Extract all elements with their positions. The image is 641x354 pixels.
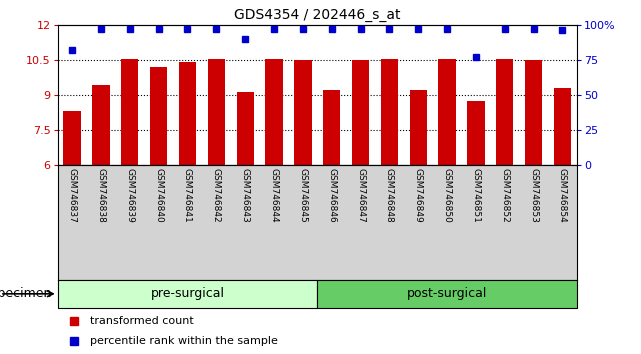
Text: GSM746842: GSM746842 <box>212 168 221 223</box>
Bar <box>150 67 167 165</box>
Text: GSM746839: GSM746839 <box>125 168 135 223</box>
Text: GSM746848: GSM746848 <box>385 168 394 223</box>
Text: percentile rank within the sample: percentile rank within the sample <box>90 336 278 346</box>
Bar <box>58 280 317 308</box>
Text: GSM746844: GSM746844 <box>269 168 279 223</box>
Bar <box>438 58 456 165</box>
Text: GSM746837: GSM746837 <box>67 168 77 223</box>
Bar <box>525 60 542 165</box>
Text: GSM746846: GSM746846 <box>327 168 337 223</box>
Text: GSM746847: GSM746847 <box>356 168 365 223</box>
Text: specimen: specimen <box>0 287 51 300</box>
Bar <box>317 280 577 308</box>
Bar <box>410 90 427 165</box>
Text: GSM746845: GSM746845 <box>298 168 308 223</box>
Text: transformed count: transformed count <box>90 316 194 326</box>
Text: GSM746850: GSM746850 <box>442 168 452 223</box>
Text: GSM746840: GSM746840 <box>154 168 163 223</box>
Bar <box>323 90 340 165</box>
Text: GSM746841: GSM746841 <box>183 168 192 223</box>
Text: pre-surgical: pre-surgical <box>151 287 224 300</box>
Bar <box>63 111 81 165</box>
Bar <box>121 58 138 165</box>
Text: GSM746843: GSM746843 <box>240 168 250 223</box>
Bar <box>265 58 283 165</box>
Bar <box>92 85 110 165</box>
Bar <box>294 60 312 165</box>
Text: GSM746849: GSM746849 <box>413 168 423 223</box>
Bar <box>352 60 369 165</box>
Text: GSM746852: GSM746852 <box>500 168 510 223</box>
Text: GSM746851: GSM746851 <box>471 168 481 223</box>
Bar <box>179 62 196 165</box>
Text: GSM746853: GSM746853 <box>529 168 538 223</box>
Bar <box>467 101 485 165</box>
Bar <box>237 92 254 165</box>
Bar <box>554 88 571 165</box>
Text: post-surgical: post-surgical <box>407 287 487 300</box>
Bar <box>381 58 398 165</box>
Text: GSM746854: GSM746854 <box>558 168 567 223</box>
Text: GSM746838: GSM746838 <box>96 168 106 223</box>
Title: GDS4354 / 202446_s_at: GDS4354 / 202446_s_at <box>234 8 401 22</box>
Bar <box>208 58 225 165</box>
Bar <box>496 58 513 165</box>
